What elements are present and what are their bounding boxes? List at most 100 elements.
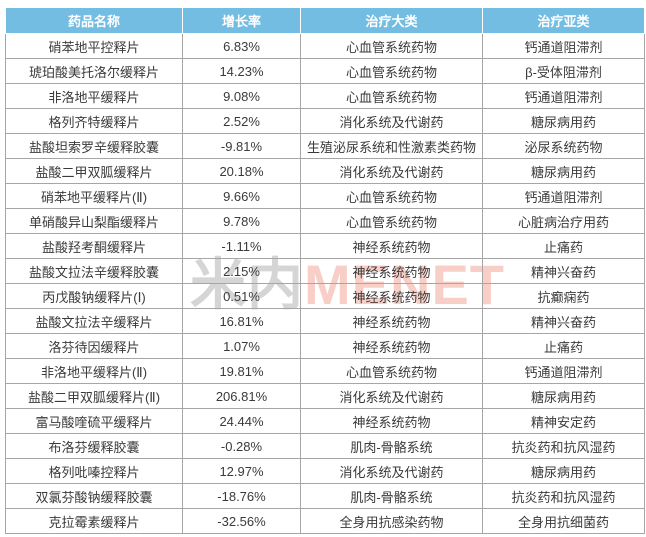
cell-sub-class: 泌尿系统药物 [482,133,645,159]
cell-drug-name: 富马酸喹硫平缓释片 [5,408,183,434]
cell-growth-rate: 24.44% [182,408,301,434]
cell-major-class: 神经系统药物 [300,408,483,434]
table-row: 克拉霉素缓释片 -32.56% 全身用抗感染药物 全身用抗细菌药 [5,508,645,534]
cell-major-class: 全身用抗感染药物 [300,508,483,534]
cell-drug-name: 单硝酸异山梨酯缓释片 [5,208,183,234]
cell-growth-rate: 9.66% [182,183,301,209]
cell-sub-class: 抗炎药和抗风湿药 [482,433,645,459]
cell-growth-rate: -18.76% [182,483,301,509]
table-row: 格列吡嗪控释片 12.97% 消化系统及代谢药 糖尿病用药 [5,458,645,484]
cell-growth-rate: 19.81% [182,358,301,384]
cell-drug-name: 盐酸二甲双胍缓释片 [5,158,183,184]
cell-major-class: 生殖泌尿系统和性激素类药物 [300,133,483,159]
cell-sub-class: 精神兴奋药 [482,308,645,334]
cell-sub-class: 糖尿病用药 [482,383,645,409]
table-row: 富马酸喹硫平缓释片 24.44% 神经系统药物 精神安定药 [5,408,645,434]
table-row: 硝苯地平控释片 6.83% 心血管系统药物 钙通道阻滞剂 [5,33,645,59]
table-row: 琥珀酸美托洛尔缓释片 14.23% 心血管系统药物 β-受体阻滞剂 [5,58,645,84]
table-row: 盐酸文拉法辛缓释胶囊 2.15% 神经系统药物 精神兴奋药 [5,258,645,284]
cell-sub-class: 糖尿病用药 [482,158,645,184]
cell-major-class: 心血管系统药物 [300,58,483,84]
cell-major-class: 心血管系统药物 [300,208,483,234]
column-header-sub-class: 治疗亚类 [482,7,645,34]
cell-sub-class: 精神兴奋药 [482,258,645,284]
cell-major-class: 神经系统药物 [300,333,483,359]
cell-major-class: 神经系统药物 [300,258,483,284]
cell-growth-rate: 0.51% [182,283,301,309]
cell-sub-class: 糖尿病用药 [482,458,645,484]
cell-sub-class: 钙通道阻滞剂 [482,358,645,384]
cell-major-class: 心血管系统药物 [300,83,483,109]
column-header-major-class: 治疗大类 [300,7,483,34]
cell-sub-class: 全身用抗细菌药 [482,508,645,534]
cell-drug-name: 非洛地平缓释片(Ⅱ) [5,358,183,384]
cell-drug-name: 非洛地平缓释片 [5,83,183,109]
cell-growth-rate: 14.23% [182,58,301,84]
table-row: 布洛芬缓释胶囊 -0.28% 肌肉-骨骼系统 抗炎药和抗风湿药 [5,433,645,459]
cell-growth-rate: -1.11% [182,233,301,259]
cell-sub-class: 糖尿病用药 [482,108,645,134]
table-row: 硝苯地平缓释片(Ⅱ) 9.66% 心血管系统药物 钙通道阻滞剂 [5,183,645,209]
cell-major-class: 心血管系统药物 [300,183,483,209]
cell-growth-rate: -0.28% [182,433,301,459]
table-row: 盐酸二甲双胍缓释片(Ⅱ) 206.81% 消化系统及代谢药 糖尿病用药 [5,383,645,409]
cell-sub-class: β-受体阻滞剂 [482,58,645,84]
cell-growth-rate: 9.78% [182,208,301,234]
table-row: 盐酸文拉法辛缓释片 16.81% 神经系统药物 精神兴奋药 [5,308,645,334]
cell-drug-name: 布洛芬缓释胶囊 [5,433,183,459]
cell-drug-name: 双氯芬酸钠缓释胶囊 [5,483,183,509]
cell-sub-class: 止痛药 [482,333,645,359]
cell-major-class: 消化系统及代谢药 [300,108,483,134]
column-header-growth-rate: 增长率 [182,7,301,34]
cell-drug-name: 硝苯地平缓释片(Ⅱ) [5,183,183,209]
cell-major-class: 肌肉-骨骼系统 [300,483,483,509]
cell-sub-class: 抗炎药和抗风湿药 [482,483,645,509]
drug-growth-table: 药品名称 增长率 治疗大类 治疗亚类 硝苯地平控释片 6.83% 心血管系统药物… [5,7,645,534]
cell-major-class: 心血管系统药物 [300,358,483,384]
cell-sub-class: 精神安定药 [482,408,645,434]
cell-drug-name: 盐酸二甲双胍缓释片(Ⅱ) [5,383,183,409]
cell-drug-name: 格列吡嗪控释片 [5,458,183,484]
cell-drug-name: 硝苯地平控释片 [5,33,183,59]
cell-sub-class: 止痛药 [482,233,645,259]
cell-drug-name: 盐酸羟考酮缓释片 [5,233,183,259]
table-row: 盐酸二甲双胍缓释片 20.18% 消化系统及代谢药 糖尿病用药 [5,158,645,184]
table-row: 盐酸羟考酮缓释片 -1.11% 神经系统药物 止痛药 [5,233,645,259]
table-row: 非洛地平缓释片(Ⅱ) 19.81% 心血管系统药物 钙通道阻滞剂 [5,358,645,384]
table-row: 双氯芬酸钠缓释胶囊 -18.76% 肌肉-骨骼系统 抗炎药和抗风湿药 [5,483,645,509]
cell-major-class: 神经系统药物 [300,233,483,259]
cell-major-class: 心血管系统药物 [300,33,483,59]
cell-growth-rate: -9.81% [182,133,301,159]
cell-major-class: 肌肉-骨骼系统 [300,433,483,459]
cell-growth-rate: 12.97% [182,458,301,484]
cell-growth-rate: 206.81% [182,383,301,409]
cell-drug-name: 洛芬待因缓释片 [5,333,183,359]
cell-sub-class: 心脏病治疗用药 [482,208,645,234]
table-row: 单硝酸异山梨酯缓释片 9.78% 心血管系统药物 心脏病治疗用药 [5,208,645,234]
cell-growth-rate: 9.08% [182,83,301,109]
cell-sub-class: 钙通道阻滞剂 [482,83,645,109]
table-row: 非洛地平缓释片 9.08% 心血管系统药物 钙通道阻滞剂 [5,83,645,109]
column-header-drug-name: 药品名称 [5,7,183,34]
cell-drug-name: 琥珀酸美托洛尔缓释片 [5,58,183,84]
cell-sub-class: 钙通道阻滞剂 [482,33,645,59]
cell-major-class: 消化系统及代谢药 [300,458,483,484]
cell-drug-name: 格列齐特缓释片 [5,108,183,134]
cell-drug-name: 盐酸坦索罗辛缓释胶囊 [5,133,183,159]
table-header: 药品名称 增长率 治疗大类 治疗亚类 [5,7,645,34]
table-row: 格列齐特缓释片 2.52% 消化系统及代谢药 糖尿病用药 [5,108,645,134]
cell-drug-name: 丙戊酸钠缓释片(Ⅰ) [5,283,183,309]
cell-growth-rate: -32.56% [182,508,301,534]
header-row: 药品名称 增长率 治疗大类 治疗亚类 [5,7,645,34]
cell-drug-name: 盐酸文拉法辛缓释胶囊 [5,258,183,284]
table-row: 洛芬待因缓释片 1.07% 神经系统药物 止痛药 [5,333,645,359]
cell-major-class: 消化系统及代谢药 [300,383,483,409]
table-body: 硝苯地平控释片 6.83% 心血管系统药物 钙通道阻滞剂 琥珀酸美托洛尔缓释片 … [5,33,645,534]
cell-major-class: 消化系统及代谢药 [300,158,483,184]
table-row: 丙戊酸钠缓释片(Ⅰ) 0.51% 神经系统药物 抗癫痫药 [5,283,645,309]
cell-sub-class: 抗癫痫药 [482,283,645,309]
cell-growth-rate: 1.07% [182,333,301,359]
cell-major-class: 神经系统药物 [300,283,483,309]
cell-growth-rate: 2.52% [182,108,301,134]
